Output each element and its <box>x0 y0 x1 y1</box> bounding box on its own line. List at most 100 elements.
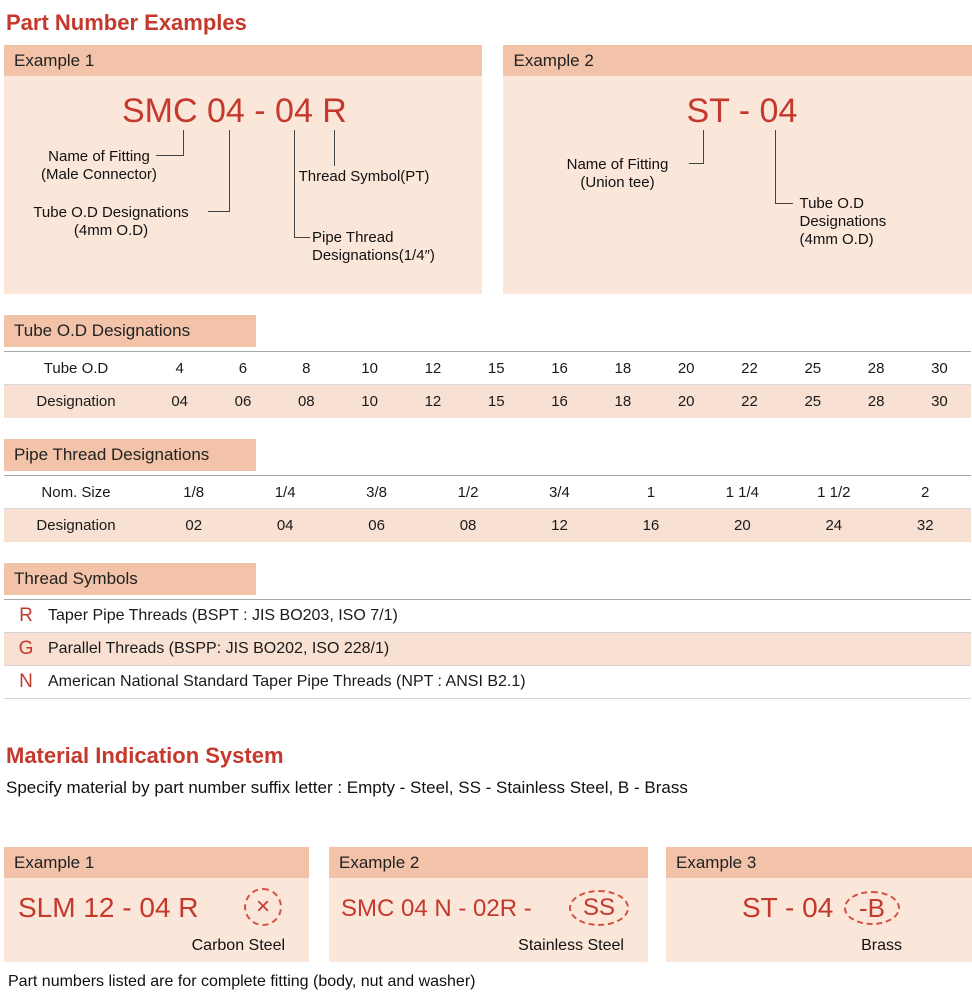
table-row: Designation 04 06 08 10 12 15 16 18 20 2… <box>4 385 971 418</box>
thread-symbol-description: Parallel Threads (BSPP: JIS BO202, ISO 2… <box>48 640 390 657</box>
connector-line <box>689 130 705 164</box>
table-cell: 06 <box>368 517 385 534</box>
row-label: Nom. Size <box>41 483 111 501</box>
example1-header: Example 1 <box>4 45 483 76</box>
table-row: R Taper Pipe Threads (BSPT : JIS BO203, … <box>4 600 971 633</box>
row-label: Designation <box>36 393 116 410</box>
table-cell: 1 1/2 <box>817 483 851 501</box>
material-example3-box: Example 3 ST - 04 -B Brass <box>665 847 972 962</box>
material-name: Carbon Steel <box>191 937 286 954</box>
material-section-title: Material Indication System <box>6 743 284 768</box>
table-cell: 20 <box>677 359 695 377</box>
material-example1-body: SLM 12 - 04 R × Carbon Steel <box>4 878 310 962</box>
material-example3-header: Example 3 <box>665 847 972 878</box>
thread-symbol-letter: R <box>19 605 33 626</box>
table-cell: 18 <box>614 393 632 410</box>
tube-od-label: Tube O.D Designations (4mm O.D) <box>33 204 189 239</box>
table-cell: 3/4 <box>549 483 570 501</box>
connector-line <box>208 130 230 212</box>
example1-box: Example 1 SMC 04 - 04 R Name of Fitting … <box>4 45 483 294</box>
table-cell: 30 <box>931 393 948 410</box>
material-example1-box: Example 1 SLM 12 - 04 R × Carbon Steel <box>4 847 310 962</box>
table-cell: 2 <box>921 483 930 501</box>
table-cell: 1/2 <box>457 483 479 501</box>
table-cell: 25 <box>804 393 822 410</box>
pipe-thread-label: Pipe Thread Designations(1/4″) <box>312 229 435 264</box>
table-cell: 1/4 <box>274 483 296 501</box>
material-example2-header: Example 2 <box>329 847 648 878</box>
table-cell: 4 <box>175 359 184 377</box>
table-cell: 1/8 <box>183 483 205 501</box>
table-cell: 12 <box>424 359 442 377</box>
thread-symbol-label: Thread Symbol(PT) <box>298 168 430 185</box>
table-cell: 06 <box>234 393 252 410</box>
table-row: Nom. Size 1/8 1/4 3/8 1/2 3/4 1 1 1/4 1 … <box>4 476 971 509</box>
name-of-fitting-label: Name of Fitting (Union tee) <box>566 156 669 191</box>
table-cell: 10 <box>361 359 378 377</box>
page-title: Part Number Examples <box>6 10 247 35</box>
table-cell: 25 <box>804 359 822 377</box>
material-examples: Example 1 SLM 12 - 04 R × Carbon Steel E… <box>4 847 972 962</box>
table-cell: 20 <box>734 517 751 534</box>
example1-part-number: SMC 04 - 04 R <box>122 92 347 130</box>
table-cell: 12 <box>424 393 442 410</box>
table-cell: 18 <box>614 359 632 377</box>
tube-od-label: Tube O.D Designations (4mm O.D) <box>799 195 887 248</box>
table-cell: 30 <box>931 359 948 377</box>
table-cell: 20 <box>677 393 695 410</box>
material-name: Brass <box>861 937 902 954</box>
table-cell: 24 <box>825 517 843 534</box>
table-row: G Parallel Threads (BSPP: JIS BO202, ISO… <box>4 633 971 666</box>
material-example1-header: Example 1 <box>4 847 310 878</box>
material-name: Stainless Steel <box>518 937 624 954</box>
example1-body: SMC 04 - 04 R Name of Fitting (Male Conn… <box>4 76 483 294</box>
table-cell: 28 <box>867 359 885 377</box>
example2-body: ST - 04 Name of Fitting (Union tee) Tube… <box>503 76 972 294</box>
material-example1-part-number: SLM 12 - 04 R <box>18 892 199 923</box>
thread-symbol-description: American National Standard Taper Pipe Th… <box>48 673 526 690</box>
table-cell: 10 <box>361 393 378 410</box>
connector-line <box>156 130 184 156</box>
thread-symbols-section-header: Thread Symbols <box>4 563 256 595</box>
tube-od-section-header: Tube O.D Designations <box>4 315 256 347</box>
table-cell: 16 <box>642 517 660 534</box>
table-cell: 22 <box>741 393 758 410</box>
table-cell: 04 <box>171 393 188 410</box>
table-cell: 1 <box>646 483 656 501</box>
table-cell: 04 <box>276 517 294 534</box>
connector-line <box>334 130 335 166</box>
table-cell: 02 <box>185 517 203 534</box>
table-cell: 16 <box>551 359 568 377</box>
table-cell: 28 <box>867 393 885 410</box>
table-row: Designation 02 04 06 08 12 16 20 24 32 <box>4 509 971 542</box>
material-example3-body: ST - 04 -B Brass <box>665 878 972 962</box>
table-cell: 15 <box>487 393 505 410</box>
table-cell: 08 <box>459 517 477 534</box>
material-example3-part-number: ST - 04 <box>741 892 834 923</box>
table-row: N American National Standard Taper Pipe … <box>4 666 971 699</box>
thread-symbol-description: Taper Pipe Threads (BSPT : JIS BO203, IS… <box>48 607 398 624</box>
footer-note: Part numbers listed are for complete fit… <box>8 973 476 990</box>
example2-part-number: ST - 04 <box>686 92 798 130</box>
thread-symbol-letter: G <box>18 638 34 659</box>
table-cell: 12 <box>551 517 568 534</box>
connector-line <box>775 130 794 204</box>
example2-box: Example 2 ST - 04 Name of Fitting (Union… <box>503 45 972 294</box>
thread-symbols-table: R Taper Pipe Threads (BSPT : JIS BO203, … <box>4 599 971 699</box>
material-subtitle: Specify material by part number suffix l… <box>6 778 688 797</box>
suffix-circle: -B <box>843 891 900 925</box>
row-label: Tube O.D <box>43 359 109 377</box>
table-cell: 08 <box>297 393 315 410</box>
example2-header: Example 2 <box>503 45 972 76</box>
table-cell: 1 1/4 <box>725 483 760 501</box>
thread-symbol-letter: N <box>19 671 33 692</box>
tube-od-table: Tube O.D 4 6 8 10 12 15 16 18 20 22 25 2… <box>4 351 971 418</box>
table-row: Tube O.D 4 6 8 10 12 15 16 18 20 22 25 2… <box>4 352 971 385</box>
table-cell: 8 <box>302 359 311 377</box>
suffix-circle: SS <box>569 890 630 926</box>
name-of-fitting-label: Name of Fitting (Male Connector) <box>41 148 157 183</box>
connector-line <box>294 130 310 238</box>
material-example2-box: Example 2 SMC 04 N - 02R - SS Stainless … <box>329 847 648 962</box>
row-label: Designation <box>36 517 116 534</box>
